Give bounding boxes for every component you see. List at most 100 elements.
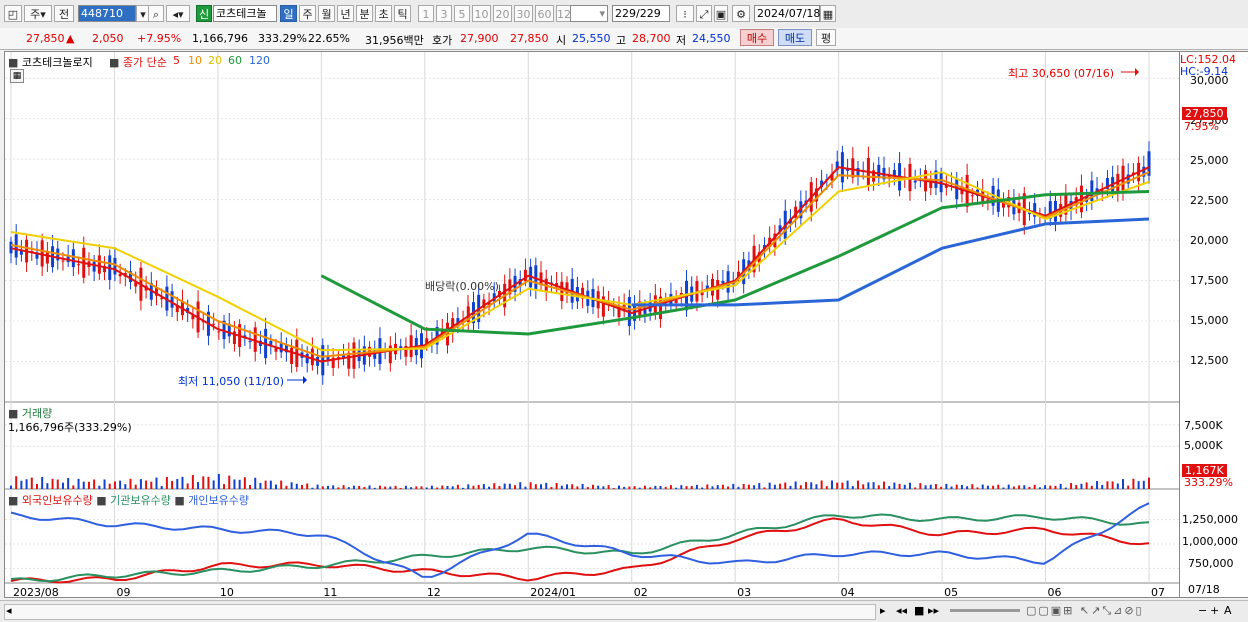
buy-button[interactable]: 매수 — [740, 29, 774, 46]
period-button-6[interactable]: 틱 — [394, 5, 411, 22]
speaker-icon[interactable]: ◂▾ — [166, 5, 190, 22]
volume-bar — [1018, 485, 1021, 489]
candle-body — [445, 322, 449, 346]
foreign-holding-label: 외국인보유수량 — [21, 494, 93, 507]
candle-body — [1147, 151, 1151, 176]
fast-forward-icon[interactable]: ▸▸ — [928, 604, 940, 617]
candle-body — [695, 281, 699, 302]
candle-body — [986, 199, 990, 202]
candle-body — [440, 330, 444, 334]
zoom-out-icon[interactable]: − — [1198, 604, 1208, 617]
calendar-icon[interactable]: ▦ — [820, 5, 836, 22]
x-tick-label: 09 — [116, 586, 130, 599]
candle-body — [1064, 195, 1068, 215]
volume-bar — [545, 482, 548, 489]
volume-bar — [1023, 485, 1026, 489]
prev-button[interactable]: 전 — [54, 5, 74, 22]
volume-bar — [508, 483, 511, 489]
horizontal-scrollbar[interactable] — [4, 604, 876, 620]
zoom-slider[interactable] — [950, 609, 1020, 612]
candle-body — [284, 344, 288, 353]
candle-body — [466, 306, 470, 323]
volume-bar — [534, 484, 537, 489]
period-button-4[interactable]: 분 — [356, 5, 373, 22]
volume-bar — [35, 483, 38, 489]
candle-body — [425, 338, 429, 346]
date-input[interactable]: 2024/07/18 — [754, 5, 820, 22]
volume-bar — [259, 482, 262, 489]
table-icon[interactable]: ▦ — [10, 69, 24, 83]
type-select[interactable]: 주▾ — [24, 5, 52, 22]
drawing-tools-icon[interactable]: ▢▢▣⊞ ↖↗⤡⊿⊘▯ — [1026, 604, 1144, 617]
scroll-left-icon[interactable]: ◂ — [6, 604, 12, 617]
interval-button-10[interactable]: 10 — [472, 5, 491, 22]
period-button-0[interactable]: 일 — [280, 5, 297, 22]
period-button-3[interactable]: 년 — [337, 5, 354, 22]
chart-menu-icon[interactable]: ◰ — [4, 5, 22, 22]
volume-bar — [701, 487, 704, 489]
volume-bar — [617, 485, 620, 489]
volume-bar — [498, 486, 501, 489]
volume-bar — [98, 485, 101, 489]
stop-icon[interactable]: ■ — [914, 604, 925, 617]
interval-button-20[interactable]: 20 — [493, 5, 512, 22]
holding-tick-3: 750,000 — [1188, 557, 1234, 570]
chart-canvas[interactable]: 2023/08 09 10 11 12 2024/01 02 03 04 05 06 07 — [5, 52, 1181, 599]
interval-button-3[interactable]: 3 — [436, 5, 452, 22]
chart-area[interactable]: 2023/08 09 10 11 12 2024/01 02 03 04 05 06 07 ■ 코츠테… — [4, 51, 1181, 599]
volume-bar — [981, 484, 984, 489]
volume-bar — [862, 484, 865, 489]
search-icon[interactable]: ⌕ — [148, 5, 164, 22]
volume-bar — [425, 487, 428, 489]
candle-body — [248, 340, 252, 342]
ma10-label: 10 — [188, 54, 202, 67]
candle-body — [835, 161, 839, 170]
scroll-right-icon[interactable]: ▸ — [880, 604, 886, 617]
x-tick-label: 2024/01 — [530, 586, 576, 599]
grid-icon[interactable]: ⁝ — [676, 5, 694, 22]
period-button-1[interactable]: 주 — [299, 5, 316, 22]
volume-bar — [462, 487, 465, 489]
volume-bar — [269, 480, 272, 489]
period-button-2[interactable]: 월 — [318, 5, 335, 22]
interval-button-30[interactable]: 30 — [514, 5, 533, 22]
rewind-icon[interactable]: ◂◂ — [896, 604, 908, 617]
interval-button-5[interactable]: 5 — [454, 5, 470, 22]
volume-bar — [467, 484, 470, 489]
interval-button-60[interactable]: 60 — [535, 5, 554, 22]
candle-body — [565, 282, 569, 294]
volume-bar — [155, 477, 158, 489]
volume-bar — [441, 485, 444, 489]
volume-bar — [352, 485, 355, 489]
volume-bar — [139, 479, 142, 489]
trade-amount: 31,956백만 — [365, 34, 424, 47]
volume-bar — [1096, 480, 1099, 489]
price-tick-6: 15,000 — [1190, 314, 1229, 327]
count-field[interactable]: 229/229 — [612, 5, 670, 22]
volume-bar — [285, 485, 288, 489]
save-icon[interactable]: ▣ — [714, 5, 728, 22]
candle-body — [1027, 212, 1031, 215]
sell-button[interactable]: 매도 — [778, 29, 812, 46]
candle-body — [794, 206, 798, 218]
eval-button[interactable]: 평 — [816, 29, 836, 46]
volume-bar — [384, 486, 387, 489]
volume-bar — [46, 483, 49, 489]
volume-bar — [997, 484, 1000, 489]
interval-button-1[interactable]: 1 — [418, 5, 434, 22]
x-tick-label: 12 — [427, 586, 441, 599]
period-button-5[interactable]: 초 — [375, 5, 392, 22]
interval-input[interactable]: ▾ — [570, 5, 608, 22]
volume-bar — [924, 485, 927, 489]
volume-bar — [1075, 484, 1078, 489]
text-tool-icon[interactable]: A — [1224, 604, 1232, 617]
volume-bar — [290, 482, 293, 489]
zoom-in-icon[interactable]: + — [1210, 604, 1220, 617]
volume-bar — [976, 487, 979, 489]
high-label: 고 — [616, 34, 627, 47]
stock-code-input[interactable]: 448710 — [78, 5, 136, 22]
individual-holding-label: 개인보유수량 — [188, 494, 249, 507]
ask-price: 27,900 — [460, 32, 499, 45]
gear-icon[interactable]: ⚙ — [732, 5, 750, 22]
draw-icon[interactable]: ⤢ — [696, 5, 712, 22]
